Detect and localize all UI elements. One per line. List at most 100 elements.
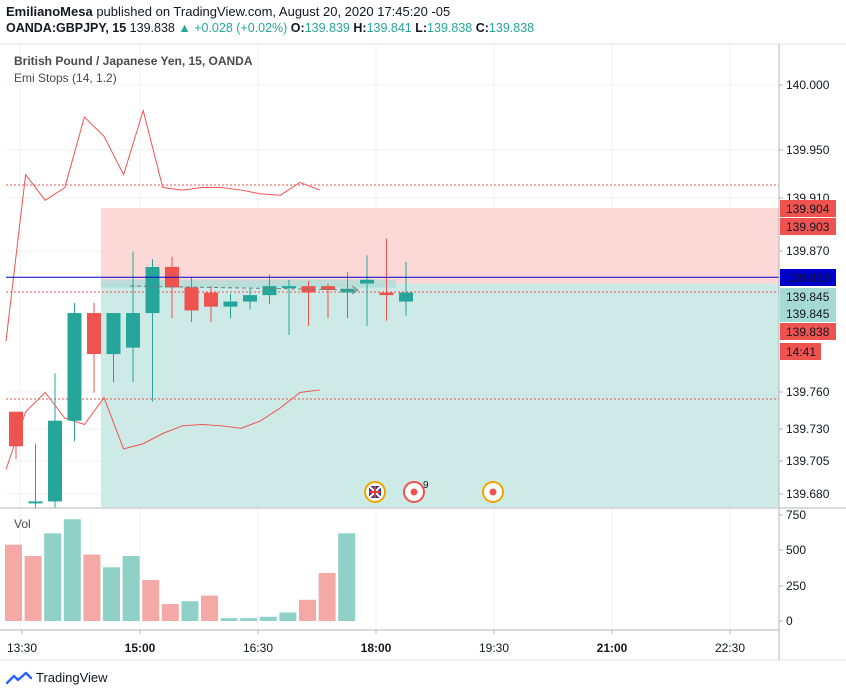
- publish-text: published on TradingView.com, August 20,…: [92, 4, 451, 19]
- last-price: 139.838: [129, 21, 175, 35]
- price-badge: 139.845: [780, 305, 836, 322]
- price-tick-label: 140.000: [786, 78, 830, 92]
- candle-body: [379, 292, 394, 296]
- author-name[interactable]: EmilianoMesa: [6, 4, 93, 19]
- volume-bar: [161, 604, 179, 621]
- volume-tick-label: 250: [786, 579, 806, 593]
- take-profit-zone: [101, 283, 779, 507]
- time-tick-label: 15:00: [125, 641, 156, 655]
- price-badge: 139.903: [780, 218, 836, 235]
- time-tick-label: 21:00: [597, 641, 628, 655]
- candle-body: [282, 286, 296, 289]
- brand-name: TradingView: [36, 670, 108, 685]
- candle-body: [28, 501, 43, 504]
- candle-body: [399, 292, 413, 302]
- uk-flag-icon: [364, 481, 386, 503]
- candle-body: [145, 266, 160, 314]
- price-badge-label: 139.904: [786, 202, 830, 216]
- price-tick-label: 139.950: [786, 143, 830, 157]
- event-marker-icon: 9: [403, 480, 429, 503]
- low-value: 139.838: [427, 21, 473, 35]
- price-badge-label: 139.845: [786, 307, 830, 321]
- volume-bar: [220, 618, 238, 621]
- open-label: O:: [290, 21, 305, 35]
- volume-bar: [181, 601, 199, 621]
- event-dot: [489, 488, 497, 496]
- candle-body: [223, 301, 238, 307]
- low-label: L:: [415, 21, 428, 35]
- price-badge-bg: [780, 288, 836, 305]
- flag-cross-red: [369, 486, 381, 498]
- price-badge: 139.845: [780, 288, 836, 305]
- publish-info: EmilianoMesa published on TradingView.co…: [6, 4, 450, 19]
- price-tick-label: 139.760: [786, 385, 830, 399]
- time-tick-label: 19:30: [479, 641, 509, 655]
- price-badge: 14:41: [780, 343, 821, 360]
- price-badge-label: 14:41: [786, 345, 816, 359]
- price-tick-label: 139.730: [786, 422, 830, 436]
- candle-body: [48, 420, 62, 502]
- candle-body: [340, 288, 355, 293]
- symbol-label: OANDA:GBPJPY, 15: [6, 21, 127, 35]
- volume-bar: [44, 533, 62, 621]
- volume-bar: [299, 599, 316, 621]
- candle-body: [9, 411, 23, 447]
- high-label: H:: [353, 21, 367, 35]
- candle-body: [243, 295, 257, 302]
- candle-body: [360, 279, 374, 284]
- close-label: C:: [475, 21, 489, 35]
- price-badge-bg: [780, 305, 836, 322]
- price-badge-bg: [780, 218, 836, 235]
- volume-bar: [83, 554, 101, 621]
- ohlc-summary: OANDA:GBPJPY, 15 139.838 ▲ +0.028 (+0.02…: [6, 21, 534, 35]
- high-value: 139.841: [366, 21, 412, 35]
- price-tick-label: 139.705: [786, 454, 830, 468]
- time-tick-label: 22:30: [715, 641, 745, 655]
- price-change: ▲ +0.028 (+0.02%): [178, 21, 288, 35]
- volume-tick-label: 750: [786, 508, 806, 522]
- event-dot: [410, 488, 418, 496]
- volume-bar: [201, 595, 218, 621]
- price-badge-bg: [780, 343, 821, 360]
- price-badge-label: 139.838: [786, 325, 830, 339]
- time-tick-label: 13:30: [7, 641, 37, 655]
- candle-body: [67, 313, 82, 421]
- tradingview-logo-icon: [6, 671, 32, 684]
- candle-body: [184, 287, 199, 311]
- price-tick-label: 139.870: [786, 244, 830, 258]
- time-tick-label: 18:00: [361, 641, 392, 655]
- price-badge-bg: [780, 269, 836, 286]
- volume-bar: [63, 519, 81, 621]
- volume-bar: [259, 616, 277, 621]
- price-badge-label: 139.903: [786, 220, 830, 234]
- entry-band: [101, 279, 396, 288]
- chart-title: British Pound / Japanese Yen, 15, OANDA: [14, 54, 253, 68]
- volume-bar: [103, 567, 120, 621]
- volume-bar: [338, 533, 356, 621]
- price-badge-label: 139.850: [786, 271, 830, 285]
- volume-bar: [5, 544, 22, 621]
- emi-stops-upper-line: [5, 108, 320, 342]
- candle-body: [87, 313, 101, 355]
- price-badge: 139.850: [780, 269, 836, 286]
- price-badge: 139.838: [780, 323, 836, 340]
- emi-stops-lower-line: [5, 389, 320, 470]
- indicator-label[interactable]: Emi Stops (14, 1.2): [14, 71, 117, 85]
- volume-bar: [279, 612, 297, 621]
- close-value: 139.838: [488, 21, 535, 35]
- price-badge-bg: [780, 323, 836, 340]
- candle-body: [321, 286, 335, 290]
- projection-arrow-line: [129, 285, 357, 291]
- time-tick-label: 16:30: [243, 641, 273, 655]
- candle-body: [106, 313, 121, 355]
- candle-body: [204, 292, 218, 307]
- volume-bar: [318, 572, 336, 621]
- projection-arrow-head: [351, 285, 359, 295]
- price-tick-label: 139.680: [786, 487, 830, 501]
- footer-brand[interactable]: TradingView: [6, 670, 108, 685]
- candle-body: [126, 313, 140, 348]
- volume-bar: [24, 555, 42, 621]
- volume-tick-label: 0: [786, 614, 793, 628]
- stop-loss-zone: [101, 208, 779, 284]
